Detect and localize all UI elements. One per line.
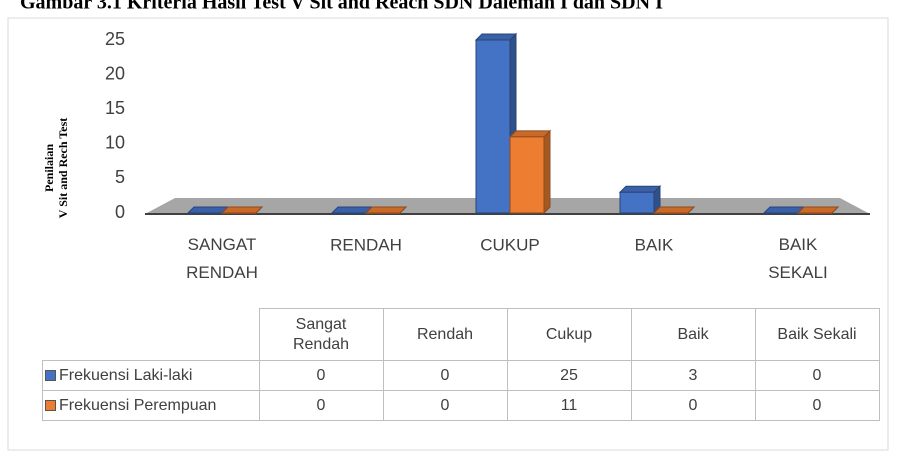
bar-front [221,212,257,214]
bar-top [618,185,662,193]
bar-top [220,206,264,214]
table-header: Baik [630,308,756,361]
bar-front [331,212,367,214]
bar-front [475,39,511,214]
table-value: 0 [382,390,508,421]
x-tick-label: BAIK SEKALI [768,235,828,282]
bar-side [543,129,551,215]
bar-top [364,206,408,214]
data-table: Sangat Rendah Rendah Cukup Baik Baik Sekali … [42,308,880,421]
table-value: 0 [630,390,756,421]
bar-front [509,136,545,214]
x-tick-label: CUKUP [480,235,540,254]
bar-top [762,206,806,214]
bar-front [763,212,799,214]
bar-top [796,206,840,214]
table-value: 0 [754,360,880,391]
x-tick-label: BAIK [635,235,674,254]
bar [220,206,264,214]
bar-front [365,212,401,214]
bar-front [797,212,833,214]
bar [796,206,840,214]
x-tick-label: SANGAT RENDAH [186,235,258,282]
legend-cell: Frekuensi Perempuan [42,390,260,421]
bar-top [652,206,696,214]
table-header: Cukup [506,308,632,361]
table-header: Baik Sekali [754,308,880,361]
bar-front [619,191,655,214]
legend-swatch [45,399,56,411]
bar [618,185,662,215]
x-tick-label: RENDAH [330,235,402,254]
table-value: 11 [506,390,632,421]
table-header: Rendah [382,308,508,361]
y-axis-label: Penilaian [42,144,56,192]
table-value: 0 [754,390,880,421]
bar [364,206,408,214]
bar [652,206,696,214]
table-value: 0 [258,360,384,391]
bar-top [186,206,230,214]
table-value: 0 [382,360,508,391]
table-row: Frekuensi Laki-laki 0 0 25 3 0 [42,360,880,391]
bar-front [653,212,689,214]
table-header: Sangat Rendah [258,308,384,361]
y-tick-label: 15 [105,98,125,118]
y-axis-label: V Sit and Rech Test [56,118,70,218]
chart-title: Gambar 3.1 Kriteria Hasil Test V Sit and… [20,0,663,14]
legend-label: Frekuensi Perempuan [59,396,217,414]
blank-cell [42,308,260,361]
y-tick-label: 20 [105,63,125,83]
table-value: 25 [506,360,632,391]
table-value: 0 [258,390,384,421]
legend-cell: Frekuensi Laki-laki [42,360,260,391]
legend-swatch [45,369,56,381]
table-row: Frekuensi Perempuan 0 0 11 0 0 [42,390,880,421]
chart-border [7,17,889,451]
bar-front [187,212,223,214]
legend-label: Frekuensi Laki-laki [59,366,193,384]
y-tick-label: 25 [105,29,125,49]
bar-top [330,206,374,214]
y-tick-label: 0 [115,202,125,222]
y-tick-label: 10 [105,133,125,153]
bar-top [474,33,518,41]
y-tick-label: 5 [115,167,125,187]
table-value: 3 [630,360,756,391]
bar-top [508,130,552,138]
bar [508,129,552,215]
